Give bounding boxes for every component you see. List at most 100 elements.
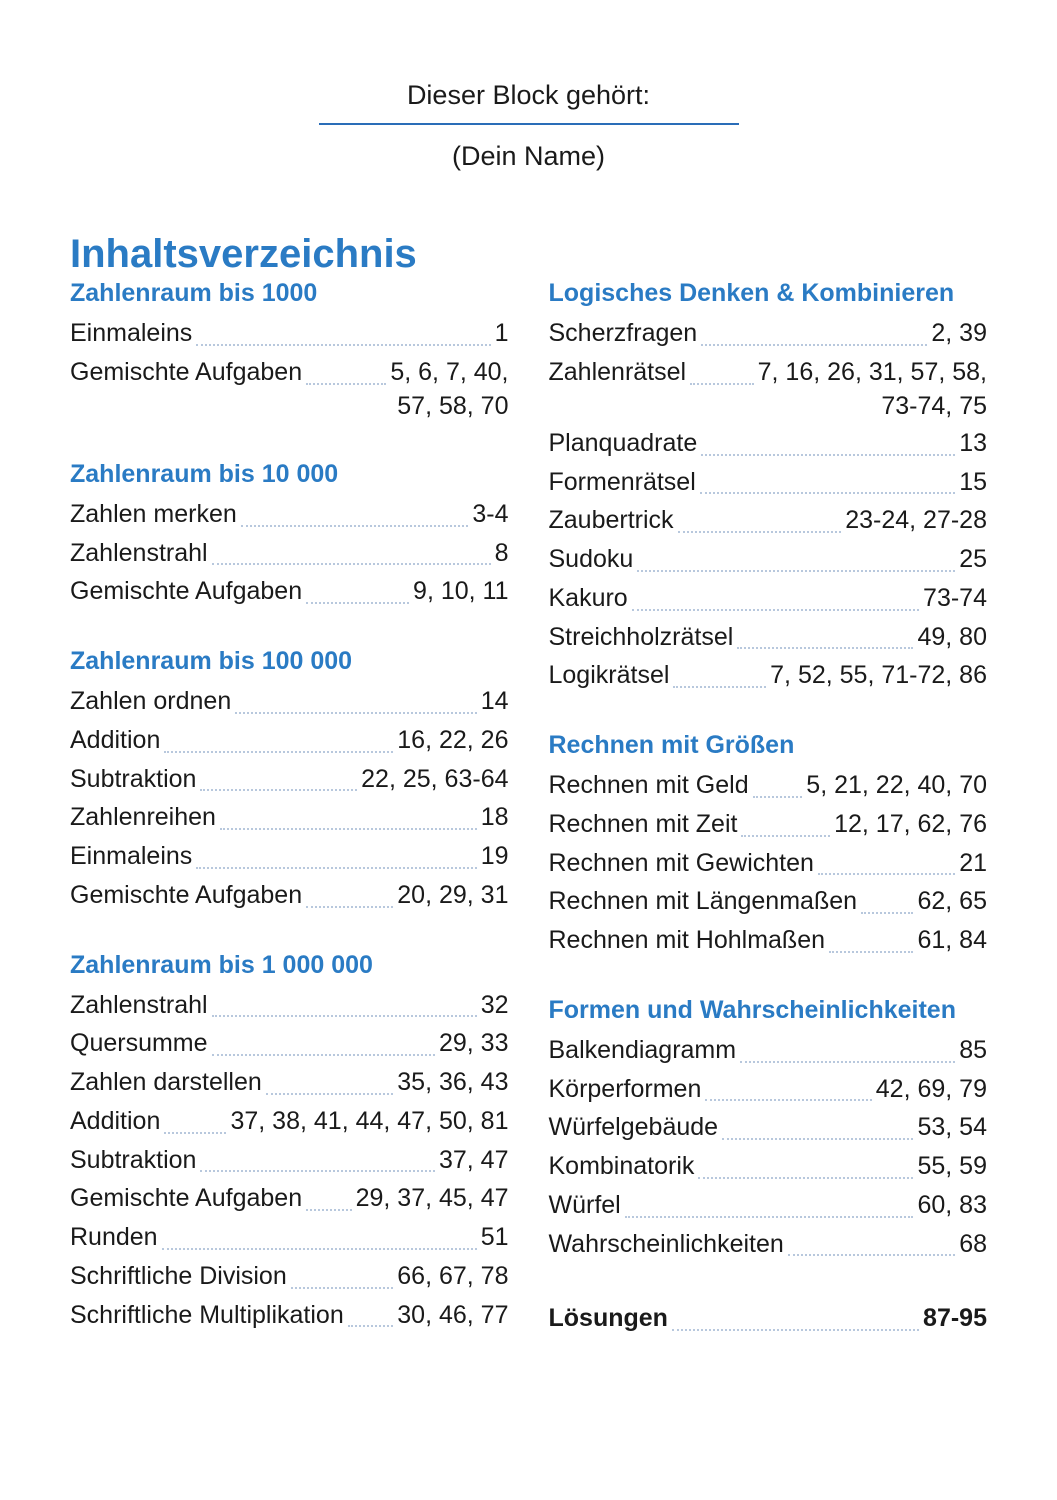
toc-label: Gemischte Aufgaben	[70, 1179, 302, 1218]
left-column: Zahlenraum bis 1000Einmaleins1Gemischte …	[70, 279, 509, 1374]
toc-row: Gemischte Aufgaben 29, 37, 45, 47	[70, 1179, 509, 1218]
toc-pages: 7, 16, 26, 31, 57, 58,	[758, 353, 987, 392]
toc-pages: 29, 37, 45, 47	[356, 1179, 509, 1218]
toc-pages: 14	[481, 682, 509, 721]
toc-label: Schriftliche Division	[70, 1257, 287, 1296]
toc-label: Sudoku	[549, 540, 634, 579]
toc-dots	[632, 609, 919, 611]
toc-pages: 8	[495, 534, 509, 573]
toc-dots	[196, 867, 476, 869]
toc-pages: 7, 52, 55, 71-72, 86	[770, 656, 987, 695]
toc-row: Würfelgebäude53, 54	[549, 1108, 988, 1147]
section-title: Logisches Denken & Kombinieren	[549, 279, 988, 308]
toc-dots	[637, 570, 955, 572]
toc-row: Gemischte Aufgaben5, 6, 7, 40,	[70, 353, 509, 392]
toc-dots	[212, 1054, 435, 1056]
toc-label: Einmaleins	[70, 837, 192, 876]
toc-row: Scherzfragen2, 39	[549, 314, 988, 353]
toc-pages: 37, 38, 41, 44, 47, 50, 81	[230, 1102, 508, 1141]
toc-section: Logisches Denken & Kombinieren Scherzfrag…	[549, 279, 988, 695]
name-line[interactable]	[319, 123, 739, 125]
toc-section: Zahlenraum bis 100 000Zahlen ordnen14Add…	[70, 647, 509, 915]
toc-pages: 87-95	[923, 1299, 987, 1338]
toc-label: Planquadrate	[549, 424, 698, 463]
toc-dots	[753, 796, 803, 798]
toc-dots	[306, 383, 386, 385]
toc-label: Subtraktion	[70, 1141, 196, 1180]
toc-label: Schriftliche Multiplikation	[70, 1296, 344, 1335]
toc-row: Addition16, 22, 26	[70, 721, 509, 760]
right-column: Logisches Denken & Kombinieren Scherzfrag…	[549, 279, 988, 1374]
toc-pages: 20, 29, 31	[397, 876, 508, 915]
toc-label: Kakuro	[549, 579, 628, 618]
toc-row: Körperformen42, 69, 79	[549, 1070, 988, 1109]
toc-pages: 23-24, 27-28	[845, 501, 987, 540]
toc-label: Quersumme	[70, 1024, 208, 1063]
toc-pages: 66, 67, 78	[397, 1257, 508, 1296]
toc-pages: 13	[959, 424, 987, 463]
toc-columns: Zahlenraum bis 1000Einmaleins1Gemischte …	[70, 279, 987, 1374]
toc-label: Gemischte Aufgaben	[70, 876, 302, 915]
toc-pages: 21	[959, 844, 987, 883]
toc-label: Addition	[70, 1102, 160, 1141]
toc-section: Rechnen mit GrößenRechnen mit Geld5, 21,…	[549, 731, 988, 960]
section-title: Zahlenraum bis 10 000	[70, 460, 509, 489]
toc-row: Würfel60, 83	[549, 1186, 988, 1225]
toc-section: Formen und Wahrscheinlichkeiten Balkendia…	[549, 996, 988, 1264]
section-title: Formen und Wahrscheinlichkeiten	[549, 996, 988, 1025]
toc-row: Zaubertrick23-24, 27-28	[549, 501, 988, 540]
toc-label: Zahlen darstellen	[70, 1063, 262, 1102]
toc-pages: 49, 80	[917, 618, 987, 657]
toc-pages: 51	[481, 1218, 509, 1257]
toc-label: Würfelgebäude	[549, 1108, 719, 1147]
toc-pages: 85	[959, 1031, 987, 1070]
toc-pages: 35, 36, 43	[397, 1063, 508, 1102]
toc-row: Balkendiagramm85	[549, 1031, 988, 1070]
toc-dots	[200, 789, 357, 791]
toc-row: Sudoku25	[549, 540, 988, 579]
section-title: Rechnen mit Größen	[549, 731, 988, 760]
toc-dots	[266, 1093, 393, 1095]
toc-pages: 5, 21, 22, 40, 70	[806, 766, 987, 805]
toc-label: Zahlenreihen	[70, 798, 216, 837]
toc-dots	[705, 1099, 871, 1101]
toc-label: Einmaleins	[70, 314, 192, 353]
toc-dots	[678, 531, 842, 533]
toc-label: Streichholzrätsel	[549, 618, 734, 657]
toc-label: Zahlenstrahl	[70, 534, 208, 573]
toc-row: Zahlenstrahl 8	[70, 534, 509, 573]
toc-label: Rechnen mit Hohlmaßen	[549, 921, 826, 960]
toc-row: Runden51	[70, 1218, 509, 1257]
toc-dots	[306, 1209, 352, 1211]
toc-dots	[701, 344, 927, 346]
toc-label: Gemischte Aufgaben	[70, 353, 302, 392]
toc-dots	[164, 1132, 226, 1134]
toc-pages: 16, 22, 26	[397, 721, 508, 760]
name-hint: (Dein Name)	[70, 141, 987, 172]
toc-row: Zahlen darstellen 35, 36, 43	[70, 1063, 509, 1102]
toc-row: Planquadrate 13	[549, 424, 988, 463]
toc-row: Zahlen ordnen 14	[70, 682, 509, 721]
toc-pages: 15	[959, 463, 987, 502]
toc-pages-continuation: 57, 58, 70	[70, 388, 509, 424]
toc-row: Rechnen mit Zeit12, 17, 62, 76	[549, 805, 988, 844]
toc-dots	[235, 712, 476, 714]
toc-row: Rechnen mit Hohlmaßen61, 84	[549, 921, 988, 960]
toc-dots	[241, 525, 469, 527]
toc-label: Logikrätsel	[549, 656, 670, 695]
toc-pages: 12, 17, 62, 76	[834, 805, 987, 844]
toc-row: Kombinatorik55, 59	[549, 1147, 988, 1186]
toc-row: Schriftliche Multiplikation30, 46, 77	[70, 1296, 509, 1335]
toc-dots	[212, 1015, 477, 1017]
toc-row: Streichholzrätsel 49, 80	[549, 618, 988, 657]
owner-label: Dieser Block gehört:	[70, 80, 987, 111]
toc-row: Zahlenstrahl32	[70, 986, 509, 1025]
toc-label: Zahlen ordnen	[70, 682, 231, 721]
toc-row: Rechnen mit Längenmaßen62, 65	[549, 882, 988, 921]
toc-row: Zahlenreihen18	[70, 798, 509, 837]
toc-pages: 9, 10, 11	[413, 572, 508, 611]
toc-dots	[164, 751, 393, 753]
toc-row: Kakuro73-74	[549, 579, 988, 618]
toc-dots	[690, 383, 754, 385]
toc-label: Subtraktion	[70, 760, 196, 799]
